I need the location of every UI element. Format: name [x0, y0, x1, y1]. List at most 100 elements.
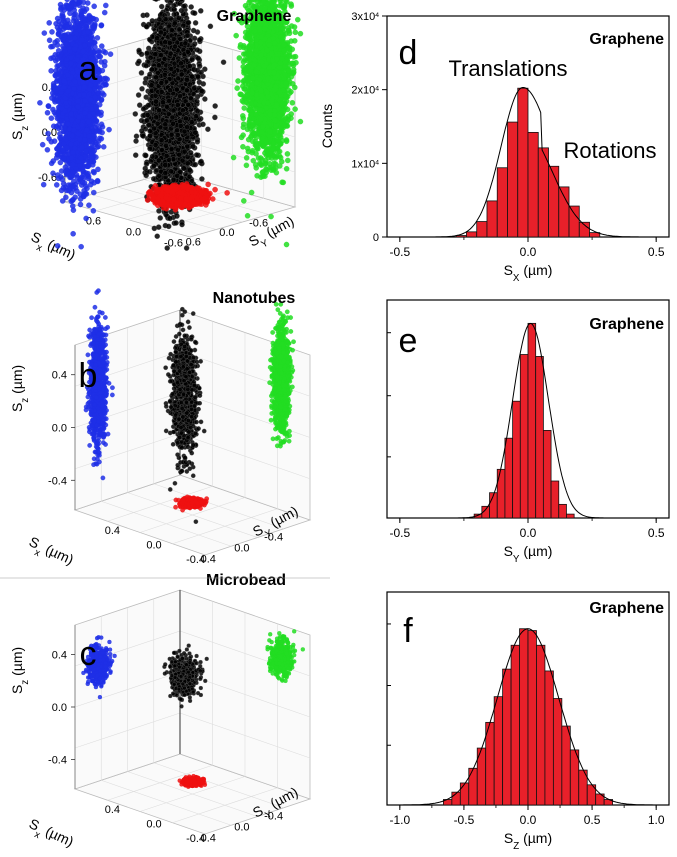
point — [60, 185, 67, 191]
point — [81, 193, 87, 200]
point — [99, 129, 105, 136]
point — [143, 152, 149, 159]
point — [86, 138, 93, 145]
point — [49, 29, 55, 35]
point — [220, 59, 227, 65]
point — [50, 80, 57, 87]
point — [78, 243, 84, 250]
point — [89, 154, 95, 161]
point — [85, 29, 91, 35]
point — [48, 115, 55, 121]
point — [142, 79, 148, 86]
point — [75, 104, 81, 110]
series-blue-cloud — [37, 0, 114, 250]
point — [140, 133, 147, 139]
point — [78, 155, 85, 162]
point — [84, 127, 90, 133]
point — [68, 54, 74, 61]
point — [181, 148, 188, 155]
point — [144, 50, 150, 56]
point — [41, 30, 48, 36]
z-axis-label-part: (µm) — [9, 93, 25, 126]
point — [87, 97, 94, 103]
point — [69, 117, 75, 123]
point — [156, 16, 163, 23]
x-tick-label: -0.6 — [249, 217, 268, 229]
point — [102, 49, 109, 56]
x-tick-label: 0.6 — [186, 237, 201, 249]
point — [61, 78, 67, 84]
z-axis-label-part: z — [20, 126, 31, 131]
point — [68, 189, 75, 196]
point — [133, 133, 140, 139]
point — [61, 4, 67, 10]
point — [143, 94, 149, 100]
point — [77, 136, 83, 143]
point — [70, 196, 76, 203]
point — [58, 21, 65, 27]
point — [83, 215, 89, 222]
point — [64, 24, 71, 31]
point — [37, 100, 43, 106]
point — [75, 114, 82, 120]
point — [190, 27, 197, 34]
point — [72, 11, 79, 17]
point — [189, 73, 195, 80]
point — [79, 37, 85, 43]
point — [94, 122, 100, 128]
point — [94, 35, 101, 41]
point — [194, 138, 201, 145]
point — [64, 121, 71, 127]
point — [179, 221, 185, 228]
point — [91, 24, 98, 30]
point — [50, 158, 56, 164]
point — [83, 148, 89, 154]
point — [91, 189, 97, 196]
point — [147, 133, 153, 139]
point — [81, 17, 88, 23]
point — [139, 86, 145, 92]
point — [50, 170, 56, 176]
point — [143, 23, 150, 30]
point — [81, 187, 87, 194]
point — [91, 169, 97, 176]
point — [70, 149, 76, 155]
point — [79, 22, 85, 29]
point — [205, 126, 211, 132]
point — [48, 68, 54, 74]
point — [70, 231, 76, 237]
point — [138, 51, 145, 57]
point — [195, 55, 202, 62]
point — [196, 37, 203, 43]
point — [136, 58, 142, 65]
point — [149, 18, 156, 24]
point — [88, 181, 94, 188]
point — [86, 113, 93, 119]
point — [72, 79, 78, 85]
point — [60, 37, 66, 43]
point — [196, 79, 203, 85]
point — [183, 245, 190, 251]
point — [98, 59, 105, 65]
point — [85, 0, 91, 6]
point — [54, 152, 61, 158]
point — [100, 82, 107, 89]
point — [190, 143, 196, 150]
point — [176, 26, 183, 33]
point — [75, 131, 82, 137]
point — [194, 108, 201, 114]
point — [85, 163, 92, 170]
point — [86, 13, 92, 20]
point — [192, 161, 199, 168]
point — [69, 133, 76, 139]
point — [98, 136, 105, 142]
point — [198, 158, 204, 165]
point — [54, 56, 61, 62]
point — [68, 111, 74, 117]
point — [77, 201, 84, 208]
point — [54, 24, 61, 31]
point — [98, 22, 105, 28]
point — [63, 100, 69, 106]
point — [70, 127, 77, 133]
point — [50, 123, 57, 129]
